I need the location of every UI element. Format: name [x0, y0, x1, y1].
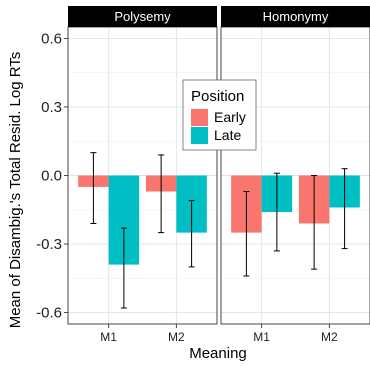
x-axis: M1 M2 M1 M2 [100, 324, 338, 344]
y-tick-label: -0.6 [36, 305, 62, 322]
y-tick-label: -0.3 [36, 236, 62, 253]
y-tick-label: 0.6 [41, 30, 62, 47]
error-bar-early-m1 [90, 152, 97, 224]
error-bar-late-m1 [273, 172, 280, 252]
error-bar-early-m2 [158, 154, 165, 234]
panels: Polysemy Homonymy [67, 6, 370, 325]
error-bar-early-m2 [311, 175, 318, 270]
strip-label: Polysemy [114, 9, 171, 24]
legend: Position Early Late [182, 79, 257, 151]
error-bar-late-m1 [120, 227, 127, 309]
strip-label: Homonymy [263, 9, 329, 24]
panel-polysemy: Polysemy [67, 6, 218, 325]
y-axis: -0.6 -0.3 0.0 0.3 0.6 [36, 30, 68, 322]
strip-background [68, 6, 217, 27]
legend-title: Position [191, 88, 244, 105]
error-bar-late-m2 [188, 200, 195, 268]
legend-key-early [191, 109, 208, 126]
x-tick-label: M2 [168, 330, 185, 344]
x-tick-label: M2 [321, 330, 338, 344]
error-bar-late-m2 [341, 168, 348, 250]
y-axis-title: Mean of Disambig.'s Total Resid. Log RTs [7, 52, 24, 329]
panel-homonymy: Homonymy [220, 6, 370, 325]
legend-label-late: Late [214, 127, 241, 143]
strip-background [221, 6, 370, 27]
legend-label-early: Early [214, 109, 246, 125]
y-tick-label: 0.0 [41, 168, 62, 185]
error-bar-early-m1 [243, 190, 250, 277]
legend-key-late [191, 127, 208, 144]
y-tick-label: 0.3 [41, 99, 62, 116]
x-tick-label: M1 [253, 330, 270, 344]
x-tick-label: M1 [100, 330, 117, 344]
x-axis-title: Meaning [189, 345, 247, 362]
